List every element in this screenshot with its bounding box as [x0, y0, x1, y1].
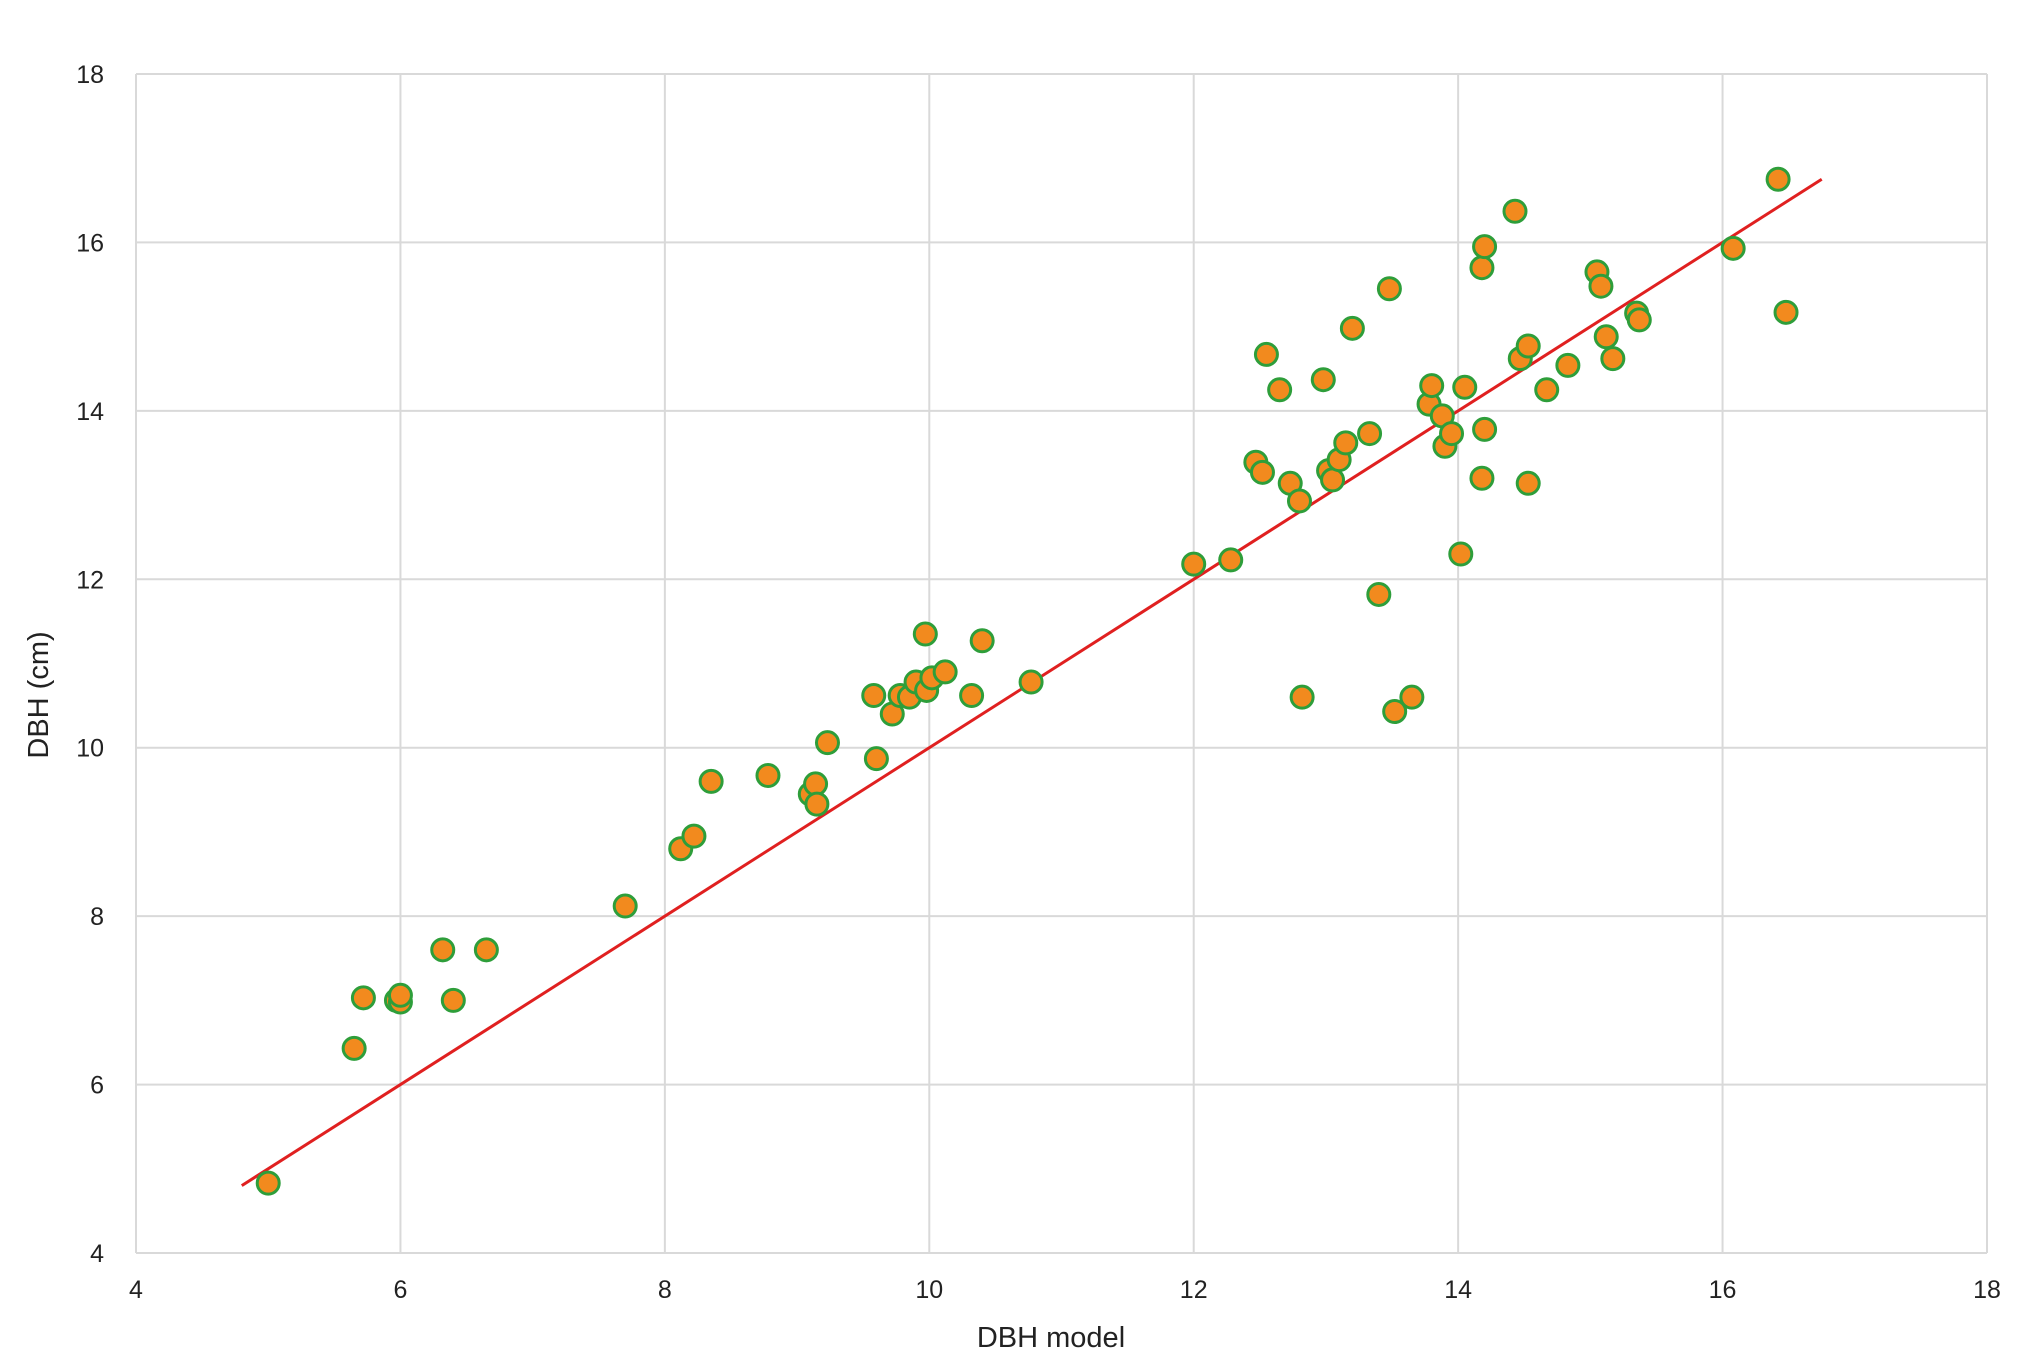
- x-tick-label: 12: [1180, 1276, 1208, 1304]
- data-point: [1376, 276, 1402, 302]
- y-tick-label: 14: [76, 398, 104, 426]
- x-tick-label: 4: [129, 1276, 143, 1304]
- data-point: [861, 683, 887, 709]
- data-point: [803, 771, 829, 797]
- data-point: [1773, 299, 1799, 325]
- data-point: [473, 937, 499, 963]
- data-point: [804, 791, 830, 817]
- data-point: [1366, 581, 1392, 607]
- data-point: [1765, 166, 1791, 192]
- data-point: [1357, 421, 1383, 447]
- data-point: [755, 763, 781, 789]
- data-point: [1419, 373, 1445, 399]
- data-point: [698, 768, 724, 794]
- y-tick-labels: 4 6 8 10 12 14 16 18: [76, 61, 104, 1268]
- data-points: [255, 166, 1799, 1196]
- y-tick-label: 18: [76, 61, 104, 89]
- data-point: [1469, 255, 1495, 281]
- x-tick-label: 18: [1973, 1276, 2001, 1304]
- y-tick-label: 6: [90, 1072, 104, 1100]
- data-point: [1588, 273, 1614, 299]
- x-tick-label: 6: [393, 1276, 407, 1304]
- x-axis-title: DBH model: [977, 1322, 1125, 1354]
- data-point: [863, 746, 889, 772]
- grid-lines: [135, 73, 1988, 1254]
- data-point: [912, 621, 938, 647]
- data-point: [1472, 234, 1498, 260]
- data-point: [1720, 235, 1746, 261]
- data-point: [1515, 333, 1541, 359]
- data-point: [430, 937, 456, 963]
- data-point: [1286, 488, 1312, 514]
- data-point: [1452, 374, 1478, 400]
- data-point: [1181, 551, 1207, 577]
- data-point: [1289, 684, 1315, 710]
- data-point: [1018, 669, 1044, 695]
- data-point: [387, 982, 413, 1008]
- y-tick-label: 12: [76, 566, 104, 594]
- y-tick-label: 4: [90, 1240, 104, 1268]
- data-point: [1218, 547, 1244, 573]
- data-point: [1593, 324, 1619, 350]
- data-point: [1502, 198, 1528, 224]
- data-point: [1267, 377, 1293, 403]
- data-point: [959, 683, 985, 709]
- data-point: [1534, 377, 1560, 403]
- data-point: [1310, 367, 1336, 393]
- data-point: [1399, 684, 1425, 710]
- data-point: [350, 985, 376, 1011]
- x-tick-label: 16: [1709, 1276, 1737, 1304]
- data-point: [1472, 416, 1498, 442]
- data-point: [440, 987, 466, 1013]
- data-point: [681, 823, 707, 849]
- x-tick-label: 8: [658, 1276, 672, 1304]
- x-tick-labels: 4 6 8 10 12 14 16 18: [129, 1276, 2001, 1304]
- data-point: [932, 659, 958, 685]
- data-point: [1249, 459, 1275, 485]
- data-point: [1253, 341, 1279, 367]
- data-point: [1439, 421, 1465, 447]
- y-tick-label: 8: [90, 903, 104, 931]
- data-point: [612, 893, 638, 919]
- data-point: [1600, 346, 1626, 372]
- data-point: [1333, 430, 1359, 456]
- data-point: [1515, 470, 1541, 496]
- x-tick-label: 10: [915, 1276, 943, 1304]
- data-point: [814, 730, 840, 756]
- data-point: [1448, 541, 1474, 567]
- data-point: [1382, 699, 1408, 725]
- y-tick-label: 10: [76, 735, 104, 763]
- y-axis-title: DBH (cm): [23, 631, 55, 758]
- data-point: [1555, 352, 1581, 378]
- data-point: [969, 628, 995, 654]
- y-tick-label: 16: [76, 229, 104, 257]
- x-tick-label: 14: [1444, 1276, 1472, 1304]
- data-point: [1626, 307, 1652, 333]
- data-point: [1339, 315, 1365, 341]
- data-point: [255, 1170, 281, 1196]
- data-point: [1469, 465, 1495, 491]
- data-point: [1320, 467, 1346, 493]
- data-point: [341, 1035, 367, 1061]
